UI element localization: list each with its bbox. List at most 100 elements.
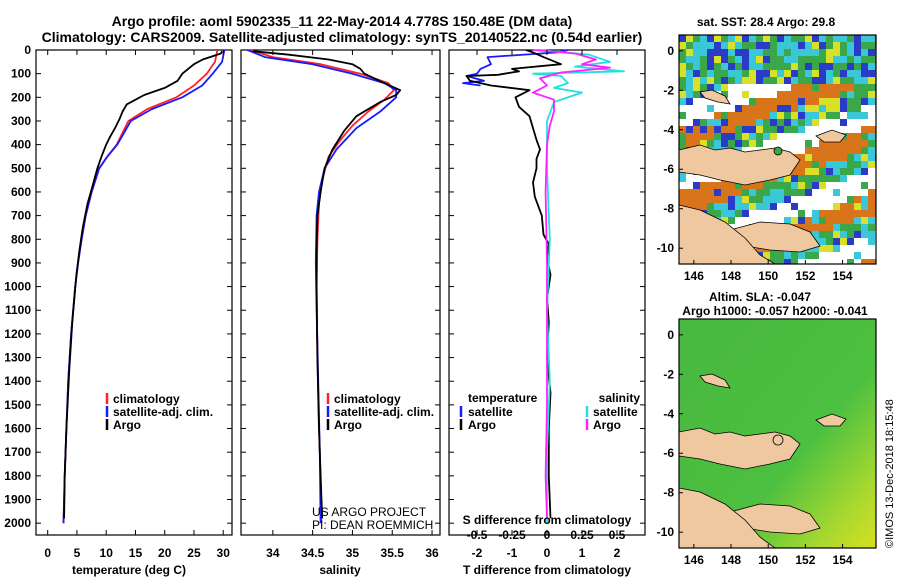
sst-cell <box>861 161 868 168</box>
imos-watermark: ©IMOS 13-Dec-2018 18:15:48 <box>884 399 896 548</box>
sst-cell <box>707 203 714 210</box>
sst-cell <box>693 98 700 105</box>
sst-cell <box>833 259 840 264</box>
sst-cell <box>812 56 819 63</box>
s-difference-tick-label: 0.5 <box>609 528 626 542</box>
sst-map-frame <box>678 34 877 265</box>
sst-cell <box>728 189 735 196</box>
sst-cell <box>854 70 861 77</box>
sst-cell <box>749 140 756 147</box>
legend-label-sal-satellite: satellite <box>593 405 638 419</box>
sst-cell <box>679 91 686 98</box>
sst-cell <box>798 140 805 147</box>
sst-cell <box>777 98 784 105</box>
sst-cell <box>693 203 700 210</box>
sst-cell <box>784 42 791 49</box>
sst-cell <box>826 63 833 70</box>
sst-cell <box>686 56 693 63</box>
sst-cell <box>679 189 686 196</box>
sst-cell <box>812 189 819 196</box>
sst-cell <box>679 42 686 49</box>
sst-cell <box>833 224 840 231</box>
sst-cell <box>805 147 812 154</box>
sst-cell <box>749 63 756 70</box>
sst-cell <box>784 70 791 77</box>
temperature-xtick-label: 20 <box>158 546 172 560</box>
sla-land-new-britain <box>679 427 801 470</box>
salinity-xtick-label: 36 <box>425 546 439 560</box>
sst-cell <box>840 63 847 70</box>
sst-cell <box>707 133 714 140</box>
sst-cell <box>847 42 854 49</box>
sst-cell <box>735 70 742 77</box>
sst-cell <box>784 189 791 196</box>
sst-cell <box>798 133 805 140</box>
sst-cell <box>791 259 798 264</box>
sst-cell <box>735 217 742 224</box>
sst-cell <box>868 203 875 210</box>
sst-cell <box>826 77 833 84</box>
sst-cell <box>707 105 714 112</box>
sst-cell <box>707 98 714 105</box>
sst-cell <box>700 175 707 182</box>
sst-cell <box>721 196 728 203</box>
legend-label-satellite-adj: satellite-adj. clim. <box>113 405 213 419</box>
sst-ytick-label: -2 <box>663 83 674 97</box>
sst-cell <box>819 147 826 154</box>
sst-cell <box>693 77 700 84</box>
sst-cell <box>714 49 721 56</box>
sst-cell <box>714 210 721 217</box>
sst-cell <box>840 91 847 98</box>
sst-cell <box>798 168 805 175</box>
sst-cell <box>693 56 700 63</box>
sst-cell <box>840 112 847 119</box>
salinity-legend: climatology satellite-adj. clim. Argo <box>326 392 434 432</box>
pressure-ytick-label: 300 <box>11 114 31 128</box>
sst-cell <box>798 196 805 203</box>
sst-cell <box>756 49 763 56</box>
sst-cell <box>812 49 819 56</box>
sst-cell <box>854 224 861 231</box>
sst-cell <box>707 56 714 63</box>
sst-cell <box>686 133 693 140</box>
sst-cell <box>714 133 721 140</box>
sst-cell <box>777 140 784 147</box>
sst-cell <box>833 182 840 189</box>
sst-cell <box>833 168 840 175</box>
sst-cell <box>819 105 826 112</box>
sst-cell <box>826 196 833 203</box>
sst-cell <box>693 175 700 182</box>
sst-cell <box>854 133 861 140</box>
sst-cell <box>679 112 686 119</box>
sst-cell <box>763 140 770 147</box>
sst-cell <box>714 35 721 42</box>
sst-cell <box>693 49 700 56</box>
sst-cell <box>749 126 756 133</box>
sla-map-image <box>679 319 876 548</box>
sst-cell <box>679 175 686 182</box>
sst-cell <box>721 112 728 119</box>
sla-xtick-label: 146 <box>684 553 704 567</box>
sst-cell <box>784 84 791 91</box>
sst-cell <box>826 84 833 91</box>
sst-cell <box>791 112 798 119</box>
sst-cell <box>861 231 868 238</box>
sst-cell <box>868 210 875 217</box>
sst-cell <box>763 196 770 203</box>
pressure-ytick-label: 0 <box>24 43 31 57</box>
sst-cell <box>840 175 847 182</box>
sst-cell <box>749 196 756 203</box>
temperature-xtick-label: 5 <box>74 546 81 560</box>
sst-cell <box>749 105 756 112</box>
sst-cell <box>840 140 847 147</box>
sst-cell <box>840 126 847 133</box>
sst-cell <box>784 56 791 63</box>
sst-cell <box>812 147 819 154</box>
sst-cell <box>728 119 735 126</box>
temperature-xtick-label: 30 <box>217 546 231 560</box>
sst-cell <box>686 140 693 147</box>
sst-cell <box>749 98 756 105</box>
sst-xtick-label: 152 <box>795 269 815 283</box>
sst-cell <box>868 217 875 224</box>
salinity-series-argo <box>252 50 402 519</box>
